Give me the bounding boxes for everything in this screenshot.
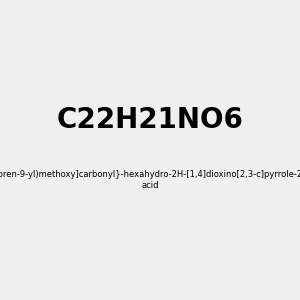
Text: C22H21NO6: C22H21NO6 [57,106,243,134]
Text: 6-{[(9H-fluoren-9-yl)methoxy]carbonyl}-hexahydro-2H-[1,4]dioxino[2,3-c]pyrrole-2: 6-{[(9H-fluoren-9-yl)methoxy]carbonyl}-h… [0,170,300,190]
